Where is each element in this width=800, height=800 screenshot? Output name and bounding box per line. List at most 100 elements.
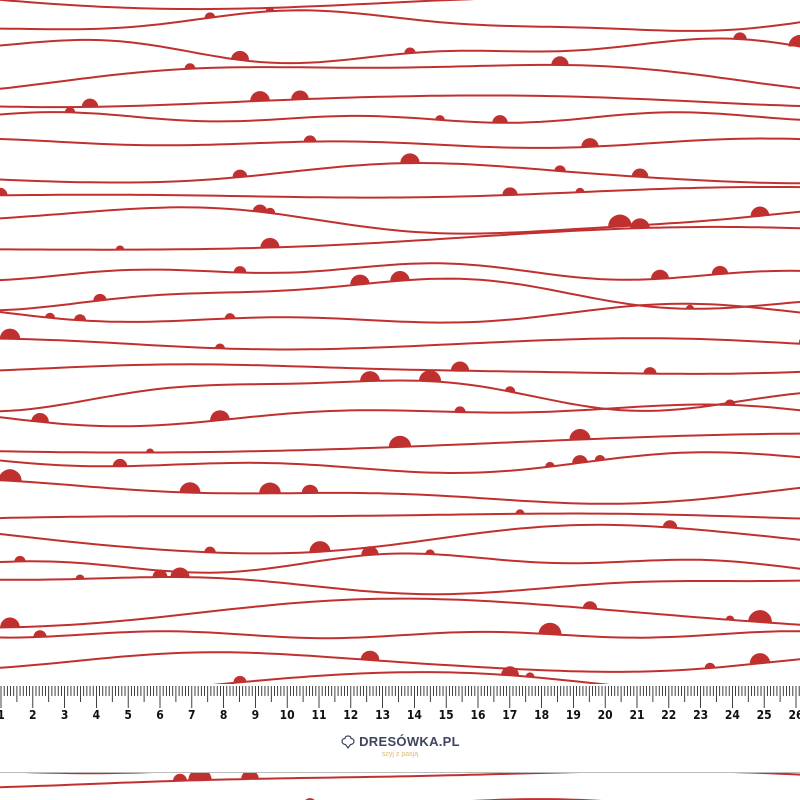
dot xyxy=(303,135,317,142)
ruler-label: 14 xyxy=(406,708,422,722)
logo-name: DRESÓWKA.PL xyxy=(359,734,460,749)
dot xyxy=(630,218,650,229)
ruler-label: 20 xyxy=(597,708,613,722)
ruler-label: 23 xyxy=(693,708,709,722)
dot xyxy=(301,484,319,494)
dot xyxy=(551,56,569,65)
dot xyxy=(631,168,649,177)
wave-line xyxy=(0,262,800,282)
logo: DRESÓWKA.PL szyj z pasją xyxy=(0,731,800,758)
ruler-label: 19 xyxy=(565,708,581,722)
wave-line xyxy=(0,161,800,185)
wave-line xyxy=(0,337,800,351)
logo-tagline: szyj z pasją xyxy=(381,751,419,758)
dot xyxy=(265,7,275,12)
dot xyxy=(360,371,380,382)
dot xyxy=(204,546,216,553)
wave-line xyxy=(0,432,800,454)
wave-line xyxy=(0,363,800,375)
dot xyxy=(259,482,281,494)
ruler-label: 12 xyxy=(343,708,359,722)
dot xyxy=(750,206,770,216)
wave-line xyxy=(0,630,800,640)
dot xyxy=(704,662,716,668)
dot xyxy=(608,214,632,227)
dot xyxy=(173,773,187,781)
ruler-label: 9 xyxy=(251,708,260,722)
dot xyxy=(492,115,508,123)
dot xyxy=(74,314,86,321)
dot xyxy=(554,165,566,172)
wave-line xyxy=(0,94,800,109)
ruler-label: 17 xyxy=(502,708,518,722)
dot xyxy=(14,555,26,562)
dot xyxy=(81,98,99,107)
dot xyxy=(361,546,379,555)
wave-line xyxy=(0,206,800,235)
dot xyxy=(31,413,49,422)
wave-line xyxy=(0,512,800,520)
dot xyxy=(501,666,519,676)
dot xyxy=(575,187,585,193)
dot xyxy=(733,32,747,40)
wave-line xyxy=(0,403,800,428)
ruler-label: 15 xyxy=(438,708,454,722)
dot xyxy=(582,601,598,609)
dot xyxy=(725,615,735,620)
dot xyxy=(748,610,772,623)
dot xyxy=(93,293,107,301)
ruler-label: 16 xyxy=(470,708,486,722)
dot xyxy=(389,436,411,447)
dot xyxy=(170,567,190,578)
ruler-label: 6 xyxy=(156,708,164,722)
wave-line xyxy=(0,302,800,324)
dot xyxy=(0,328,21,339)
wave-line xyxy=(0,277,800,312)
dot xyxy=(569,428,591,440)
dot xyxy=(454,406,466,413)
wave-line xyxy=(0,137,800,149)
wave-line xyxy=(0,37,800,65)
dot xyxy=(450,361,470,371)
divider xyxy=(0,772,800,773)
dot xyxy=(215,343,225,349)
ruler-label: 25 xyxy=(756,708,772,722)
wave-line xyxy=(0,111,800,124)
ruler-label: 10 xyxy=(279,708,295,722)
dot xyxy=(749,653,771,664)
dot xyxy=(404,47,416,54)
dot xyxy=(685,304,695,309)
cotton-flower-icon xyxy=(341,734,355,749)
dot xyxy=(291,90,309,100)
ruler-label: 22 xyxy=(661,708,677,722)
dot xyxy=(504,386,516,392)
dot xyxy=(112,458,128,467)
dot xyxy=(788,35,800,47)
dot xyxy=(390,270,410,281)
dot xyxy=(224,313,236,319)
dot xyxy=(179,482,201,493)
ruler-label: 8 xyxy=(219,708,228,722)
dot xyxy=(350,274,370,285)
ruler-label: 2 xyxy=(29,708,37,722)
dot xyxy=(581,138,599,147)
ruler-label: 3 xyxy=(60,708,69,722)
dot xyxy=(184,63,196,69)
dot xyxy=(0,469,22,481)
dot xyxy=(309,541,331,552)
dot xyxy=(210,410,230,421)
dot xyxy=(538,622,562,635)
dot xyxy=(360,650,380,661)
dot xyxy=(33,630,47,637)
wave-line xyxy=(0,186,800,199)
dot xyxy=(233,266,247,273)
dot xyxy=(232,169,248,178)
dot xyxy=(75,574,85,579)
dot xyxy=(425,549,435,555)
dot xyxy=(435,115,445,120)
dot xyxy=(233,675,247,683)
ruler-label: 13 xyxy=(375,708,391,722)
dot xyxy=(643,367,657,374)
dot xyxy=(525,672,535,677)
